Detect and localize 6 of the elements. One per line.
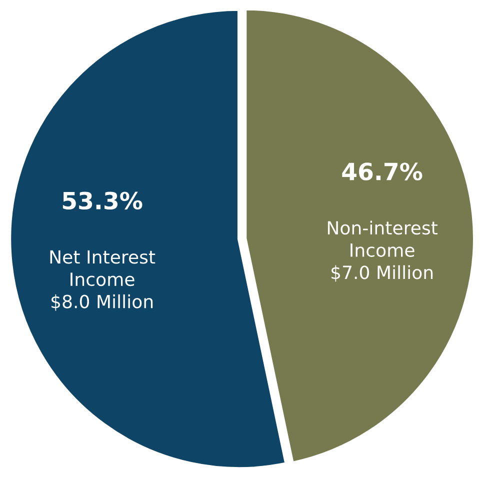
- text: $8.0 Million: [52, 294, 153, 311]
- slice-label: Non-interest Income: [328, 220, 438, 257]
- data-label: 46.7%: [342, 162, 422, 180]
- slice-label: Net Interest Income: [50, 250, 156, 286]
- data-label: 53.3%: [62, 192, 142, 210]
- text: $7.0 Million: [332, 265, 433, 282]
